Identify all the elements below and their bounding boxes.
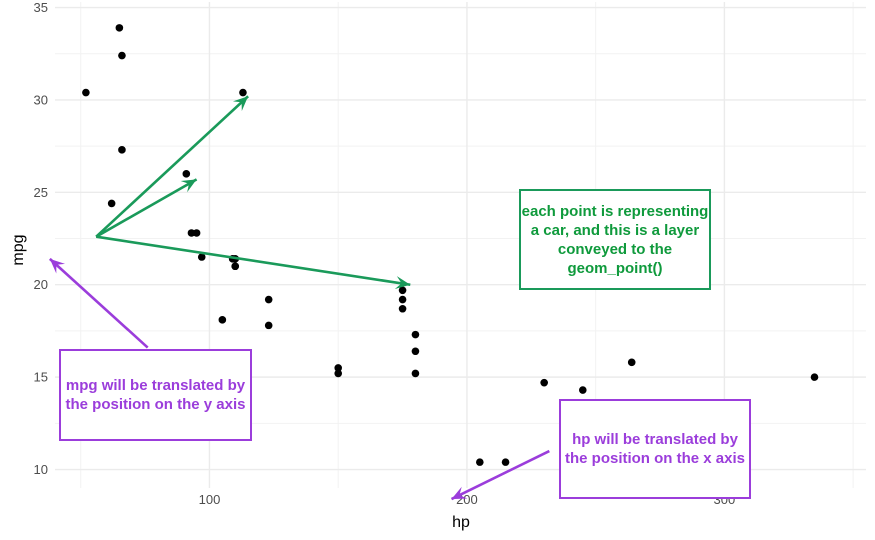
- annotation-arrow-line: [48, 257, 149, 349]
- x-tick-label: 100: [199, 492, 221, 507]
- x-tick-labels: 100 200 300: [199, 492, 736, 507]
- data-point: [264, 295, 273, 304]
- annotation-arrowhead: [49, 258, 66, 274]
- annotation-arrows: [48, 95, 550, 501]
- annotation-arrowhead: [232, 96, 249, 111]
- data-point: [197, 253, 206, 261]
- data-point: [334, 364, 343, 372]
- annotation-arrowhead: [394, 276, 411, 289]
- data-point: [239, 88, 247, 97]
- annotation-arrow-line: [450, 449, 550, 501]
- y-tick-label: 20: [34, 277, 48, 292]
- data-point: [398, 304, 407, 313]
- annotation-arrowhead: [451, 486, 468, 500]
- data-point: [82, 88, 90, 97]
- y-tick-label: 25: [34, 185, 48, 200]
- data-point: [411, 330, 420, 339]
- annotation-arrow-line: [95, 95, 249, 238]
- annotation-arrow-line: [95, 235, 411, 287]
- data-point: [398, 286, 407, 295]
- y-tick-label: 30: [34, 92, 48, 107]
- data-point: [118, 51, 126, 60]
- x-axis-title: hp: [452, 514, 470, 531]
- y-tick-label: 15: [34, 370, 48, 385]
- data-point: [476, 458, 484, 466]
- data-point: [334, 369, 343, 378]
- data-point: [118, 146, 126, 154]
- data-point: [627, 358, 636, 367]
- data-point: [107, 199, 116, 208]
- data-point: [540, 378, 548, 387]
- data-point: [398, 295, 407, 304]
- data-point: [115, 24, 124, 32]
- data-point: [411, 369, 420, 378]
- data-point: [810, 373, 819, 381]
- annotation-x-axis: hp will be translated by the position on…: [559, 399, 751, 499]
- data-point: [231, 262, 240, 271]
- data-point: [264, 321, 273, 330]
- data-point: [578, 386, 587, 394]
- x-tick-label: 200: [456, 492, 478, 507]
- annotation-geom-point: each point is representing a car, and th…: [519, 189, 711, 290]
- data-point: [182, 170, 191, 178]
- y-tick-labels: 10 15 20 25 30 35: [34, 0, 48, 477]
- annotation-y-axis: mpg will be translated by the position o…: [59, 349, 252, 441]
- y-tick-label: 10: [34, 462, 48, 477]
- data-point: [218, 316, 227, 324]
- y-axis-title: mpg: [10, 234, 27, 265]
- data-point: [192, 229, 201, 237]
- data-point: [411, 347, 420, 356]
- data-point: [501, 458, 510, 466]
- y-tick-label: 35: [34, 0, 48, 15]
- annotation-arrowhead: [180, 179, 197, 193]
- annotation-arrow-line: [95, 178, 198, 238]
